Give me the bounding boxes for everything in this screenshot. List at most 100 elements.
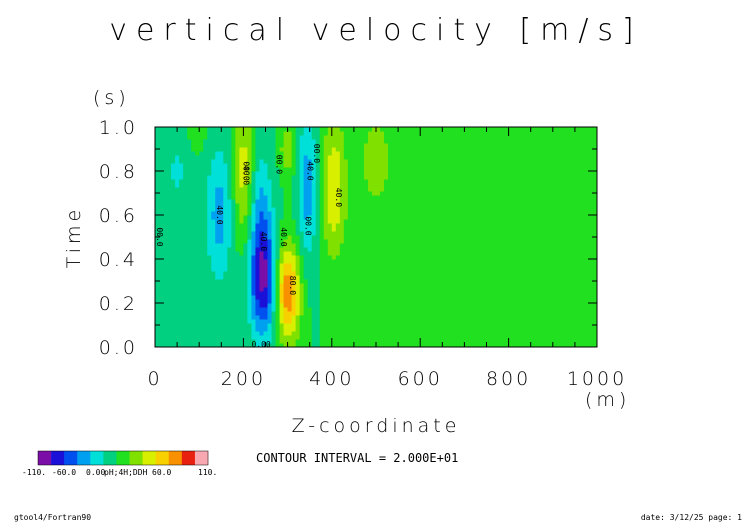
heatmap-cell <box>307 179 313 184</box>
heatmap-cell <box>496 195 502 200</box>
heatmap-cell <box>155 259 160 264</box>
heatmap-cell <box>331 323 337 328</box>
heatmap-cell <box>319 303 325 308</box>
heatmap-cell <box>251 239 256 244</box>
heatmap-cell <box>335 243 341 248</box>
heatmap-cell <box>504 215 510 220</box>
heatmap-cell <box>363 215 369 220</box>
heatmap-cell <box>287 251 293 256</box>
heatmap-cell <box>492 287 498 292</box>
heatmap-cell <box>516 303 522 308</box>
heatmap-cell <box>191 311 196 316</box>
heatmap-cell <box>311 271 317 276</box>
heatmap-cell <box>464 175 469 180</box>
heatmap-cell <box>476 275 481 280</box>
heatmap-cell <box>367 191 373 196</box>
heatmap-cell <box>484 171 490 176</box>
heatmap-cell <box>351 251 357 256</box>
heatmap-cell <box>339 219 345 224</box>
heatmap-cell <box>163 311 168 316</box>
heatmap-cell <box>315 231 321 236</box>
heatmap-cell <box>319 299 325 304</box>
heatmap-cell <box>291 279 297 284</box>
heatmap-cell <box>367 263 373 268</box>
heatmap-cell <box>323 267 329 272</box>
heatmap-cell <box>472 259 477 264</box>
heatmap-cell <box>159 235 164 240</box>
heatmap-cell <box>512 151 518 156</box>
heatmap-cell <box>428 243 433 248</box>
heatmap-cell <box>468 211 473 216</box>
heatmap-cell <box>460 179 465 184</box>
heatmap-cell <box>155 131 160 136</box>
heatmap-cell <box>496 231 502 236</box>
heatmap-cell <box>480 167 485 172</box>
heatmap-cell <box>508 131 514 136</box>
heatmap-cell <box>428 235 433 240</box>
heatmap-cell <box>355 235 361 240</box>
heatmap-cell <box>448 307 453 312</box>
heatmap-cell <box>267 135 273 140</box>
heatmap-cell <box>440 183 445 188</box>
heatmap-cell <box>412 163 417 168</box>
heatmap-cell <box>271 243 277 248</box>
heatmap-cell <box>347 179 353 184</box>
heatmap-cell <box>428 135 433 140</box>
heatmap-cell <box>215 295 220 300</box>
heatmap-cell <box>436 227 441 232</box>
heatmap-cell <box>480 243 485 248</box>
heatmap-cell <box>371 203 377 208</box>
heatmap-cell <box>275 343 281 348</box>
heatmap-cell <box>464 323 469 328</box>
heatmap-cell <box>355 183 361 188</box>
heatmap-cell <box>496 311 502 316</box>
heatmap-cell <box>504 167 510 172</box>
heatmap-cell <box>436 219 441 224</box>
heatmap-cell <box>416 287 421 292</box>
heatmap-cell <box>456 143 461 148</box>
heatmap-cell <box>504 339 510 344</box>
heatmap-cell <box>448 151 453 156</box>
heatmap-cell <box>448 303 453 308</box>
heatmap-cell <box>235 179 240 184</box>
heatmap-cell <box>319 203 325 208</box>
heatmap-cell <box>311 287 317 292</box>
heatmap-cell <box>367 271 373 276</box>
heatmap-cell <box>472 191 477 196</box>
heatmap-cell <box>456 263 461 268</box>
heatmap-cell <box>480 283 485 288</box>
heatmap-cell <box>476 303 481 308</box>
heatmap-cell <box>319 215 325 220</box>
heatmap-cell <box>371 339 377 344</box>
heatmap-cell <box>183 275 188 280</box>
heatmap-cell <box>351 239 357 244</box>
heatmap-cell <box>508 271 514 276</box>
heatmap-cell <box>331 315 337 320</box>
heatmap-cell <box>291 267 297 272</box>
heatmap-cell <box>255 319 260 324</box>
heatmap-cell <box>367 303 373 308</box>
heatmap-cell <box>291 327 297 332</box>
heatmap-cell <box>488 183 494 188</box>
heatmap-cell <box>259 307 264 312</box>
heatmap-cell <box>363 143 369 148</box>
heatmap-cell <box>203 239 208 244</box>
heatmap-cell <box>335 135 341 140</box>
heatmap-cell <box>315 207 321 212</box>
heatmap-cell <box>492 227 498 232</box>
heatmap-cell <box>315 335 321 340</box>
heatmap-cell <box>335 339 341 344</box>
heatmap-cell <box>440 171 445 176</box>
heatmap-cells <box>155 127 598 348</box>
heatmap-cell <box>504 211 510 216</box>
heatmap-cell <box>295 207 301 212</box>
heatmap-cell <box>343 175 349 180</box>
heatmap-cell <box>371 139 377 144</box>
heatmap-cell <box>480 135 485 140</box>
heatmap-cell <box>472 219 477 224</box>
heatmap-cell <box>327 271 333 276</box>
heatmap-cell <box>267 315 273 320</box>
heatmap-cell <box>508 295 514 300</box>
heatmap-cell <box>500 127 506 132</box>
heatmap-cell <box>472 183 477 188</box>
